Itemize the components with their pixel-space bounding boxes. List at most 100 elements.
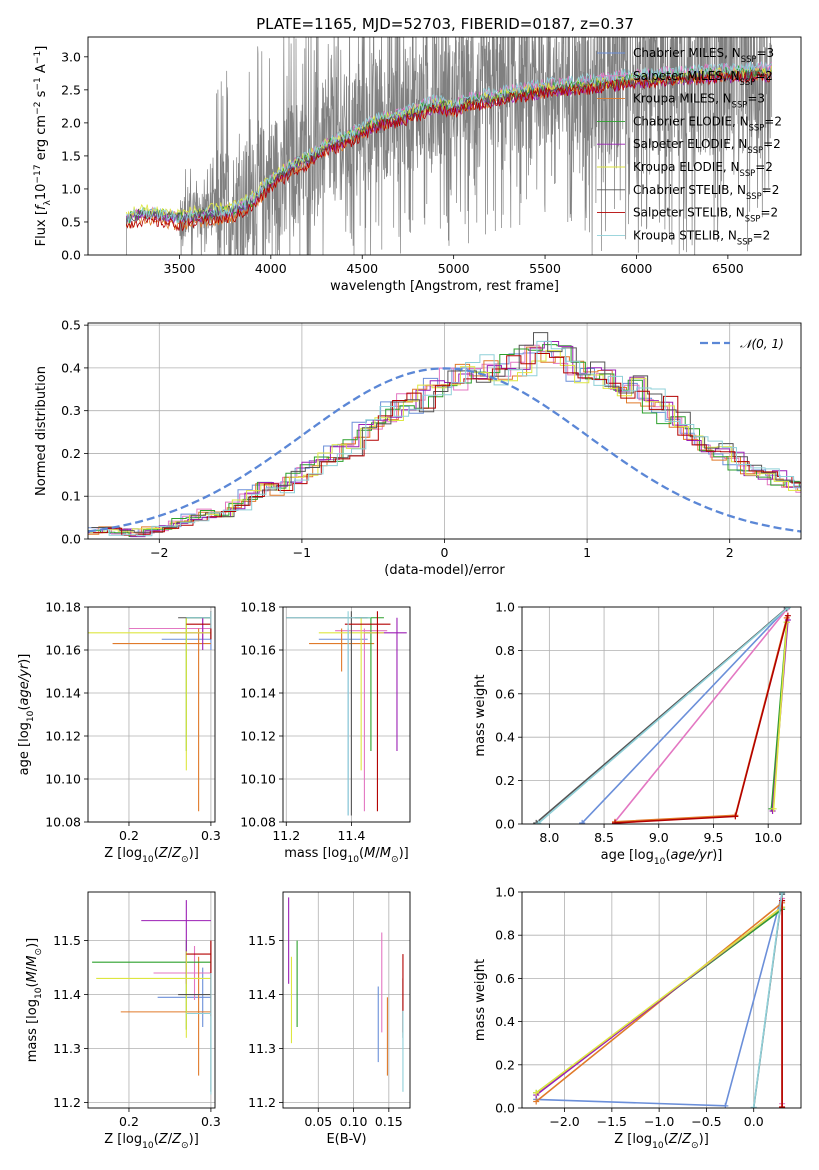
mass-weight-vs-Z-xlabel: Z [log10(Z/Z⊙)]: [614, 1132, 709, 1151]
mass-weight-vs-Z-frame: [521, 891, 802, 1109]
spectrum-ytick-label-3: 1.5: [61, 148, 81, 163]
spectrum-legend-label-5: Kroupa ELODIE, NSSP=2: [633, 160, 773, 178]
spectrum-ytick-label-6: 3.0: [61, 49, 81, 64]
mass-weight-vs-age-xlabel: age [log10(age/yr)]: [601, 848, 723, 867]
mass-vs-Z-plot-area: [92, 900, 212, 1095]
figure-title: PLATE=1165, MJD=52703, FIBERID=0187, z=0…: [256, 15, 634, 33]
mass-weight-vs-Z-marker-8-1: [779, 892, 786, 896]
spectrum-legend-label-6: Chabrier STELIB, NSSP=2: [633, 183, 779, 201]
age-vs-mass-ytick-label-1: 10.10: [240, 772, 276, 787]
mass-weight-vs-age-marker-7-0: [612, 819, 618, 824]
mass-weight-vs-Z-xtick-label-2: −1.0: [644, 1114, 674, 1129]
residuals-xtick-label-4: 2: [726, 545, 734, 560]
residuals-gaussian-line: [88, 367, 801, 533]
spectrum-ytick-label-4: 2.0: [61, 115, 81, 130]
age-vs-mass-ytick-label-4: 10.16: [240, 643, 276, 658]
residuals-ytick-label-0: 0.0: [61, 532, 81, 547]
age-vs-mass-xtick-label-1: 11.4: [337, 828, 365, 843]
mass-weight-vs-Z-marker-5-0: [533, 1089, 540, 1096]
age-vs-Z-ylabel: age [log10(age/yr)]: [17, 654, 36, 776]
mass-weight-vs-Z-marker-2-0: [533, 1098, 540, 1105]
spectrum-legend-label-7: Salpeter STELIB, NSSP=2: [633, 206, 778, 224]
mass-weight-vs-Z-series-5: [535, 906, 783, 1094]
mass-weight-vs-Z-series-8: [752, 892, 783, 1108]
spectrum-xtick-label-5: 6000: [621, 261, 653, 276]
spectrum-legend-label-3: Chabrier ELODIE, NSSP=2: [633, 114, 782, 132]
spectrum-xtick-label-2: 4500: [346, 261, 378, 276]
spectrum-xtick-label-6: 6500: [712, 261, 744, 276]
spectrum-legend-label-4: Salpeter ELODIE, NSSP=2: [633, 137, 781, 155]
mass-weight-vs-age-marker-0-0: [579, 819, 586, 824]
mass-vs-Z-xlabel: Z [log10(Z/Z⊙)]: [104, 1132, 199, 1151]
age-vs-mass-plot-area: [286, 611, 407, 816]
residuals-ytick-label-2: 0.2: [61, 446, 81, 461]
mass-weight-vs-Z-xtick-label-1: −1.5: [597, 1114, 627, 1129]
age-vs-mass-ytick-label-5: 10.18: [240, 600, 276, 615]
spectrum-ytick-label-5: 2.5: [61, 82, 81, 97]
mass-vs-Z-ytick-label-0: 11.2: [53, 1095, 81, 1110]
spectrum-model-line-5: [126, 65, 772, 221]
residuals-hist-3: [88, 344, 801, 537]
mass-weight-vs-age-xtick-label-1: 8.5: [594, 830, 614, 845]
spectrum-frame: [87, 36, 802, 256]
mass-vs-Z-ytick-label-2: 11.4: [53, 987, 81, 1002]
mass-weight-vs-age-xtick-label-4: 10.0: [754, 830, 782, 845]
mass-weight-vs-Z-xtick-label-0: −2.0: [549, 1114, 579, 1129]
mass-vs-EBV-ytick-label-3: 11.5: [248, 933, 276, 948]
spectrum-ylabel: Flux [fλ10−17 erg cm−2 s−1 A−1]: [33, 46, 53, 247]
mass-weight-vs-Z-plot-area: [533, 892, 786, 1108]
mass-vs-Z-ytick-label-1: 11.3: [53, 1041, 81, 1056]
spectrum-legend-label-1: Salpeter MILES, NSSP=2: [633, 69, 773, 87]
age-vs-mass-xtick-label-0: 11.2: [272, 828, 300, 843]
age-vs-Z-xtick-label-1: 0.3: [201, 828, 221, 843]
age-vs-Z-frame: [87, 606, 216, 823]
spectrum-model-line-2: [126, 68, 772, 231]
mass-weight-vs-age-marker-8-0: [535, 820, 542, 824]
mass-weight-vs-age-ytick-label-2: 0.4: [495, 730, 515, 745]
mass-weight-vs-age-frame: [521, 606, 802, 825]
mass-vs-EBV-ytick-label-0: 11.2: [248, 1095, 276, 1110]
mass-vs-Z-xtick-label-1: 0.3: [201, 1114, 221, 1129]
spectrum-xtick-label-4: 5500: [529, 261, 561, 276]
residuals-hist-2: [88, 346, 801, 535]
mass-weight-vs-age-marker-8-1: [784, 607, 791, 611]
spectrum-model-line-7: [126, 70, 772, 232]
residuals-xtick-label-1: −1: [293, 545, 311, 560]
mass-weight-vs-Z-ytick-label-3: 0.6: [495, 971, 515, 986]
age-vs-mass-ytick-label-2: 10.12: [240, 729, 276, 744]
residuals-ylabel: Normed distribution: [34, 366, 49, 496]
mass-vs-Z-xtick-label-0: 0.2: [119, 1114, 139, 1129]
spectrum-model-line-6: [126, 67, 772, 226]
residuals-hist-6: [91, 332, 801, 533]
mass-vs-EBV-xtick-label-0: 0.05: [304, 1114, 332, 1129]
mass-weight-vs-Z-ylabel: mass weight: [473, 959, 488, 1041]
age-vs-Z-panel: 0.2 0.3 10.08 10.10 10.12 10.14 10.16 10.18 Z [l…: [17, 600, 221, 866]
mass-weight-vs-Z-panel: −2.0 −1.5 −1.0 −0.5 0.0 0.0 0.2 0.4 0.6 0.8 1.0 Z […: [473, 885, 802, 1151]
mass-vs-EBV-xlabel: E(B-V): [326, 1132, 366, 1147]
mass-weight-vs-age-ytick-label-4: 0.8: [495, 643, 515, 658]
mass-vs-EBV-panel: 0.05 0.10 0.15 11.2 11.3 11.4 11.5 E(B-V): [248, 891, 411, 1147]
mass-vs-EBV-plot-area: [288, 897, 404, 1092]
mass-weight-vs-Z-xtick-label-4: 0.0: [744, 1114, 764, 1129]
age-vs-Z-ytick-label-5: 10.18: [45, 600, 81, 615]
mass-vs-EBV-ytick-label-1: 11.3: [248, 1041, 276, 1056]
age-vs-Z-ytick-label-1: 10.10: [45, 772, 81, 787]
mass-weight-vs-age-ytick-label-1: 0.2: [495, 773, 515, 788]
age-vs-Z-xlabel: Z [log10(Z/Z⊙)]: [104, 846, 199, 865]
residuals-xtick-label-3: 1: [583, 545, 591, 560]
mass-vs-EBV-ytick-label-2: 11.4: [248, 987, 276, 1002]
residuals-ytick-label-5: 0.5: [61, 318, 81, 333]
spectrum-ytick-label-1: 0.5: [61, 214, 81, 229]
age-vs-Z-ytick-label-4: 10.16: [45, 643, 81, 658]
age-vs-Z-ytick-label-0: 10.08: [45, 815, 81, 830]
residuals-ytick-label-1: 0.1: [61, 489, 81, 504]
mass-weight-vs-Z-ytick-label-0: 0.0: [495, 1101, 515, 1116]
mass-weight-vs-age-series-5: [772, 622, 788, 809]
spectrum-xlabel: wavelength [Angstrom, rest frame]: [330, 279, 559, 294]
spectrum-model-line-8: [126, 61, 772, 224]
residuals-panel: −2 −1 0 1 2 0.0 0.1 0.2 0.3 0.4 0.5 (data-model)/er…: [34, 318, 802, 578]
mass-weight-vs-Z-marker-7-0: [779, 1103, 786, 1108]
residuals-xtick-label-0: −2: [150, 545, 168, 560]
age-vs-Z-ytick-label-3: 10.14: [45, 686, 81, 701]
mass-weight-vs-age-series-1: [614, 608, 788, 823]
